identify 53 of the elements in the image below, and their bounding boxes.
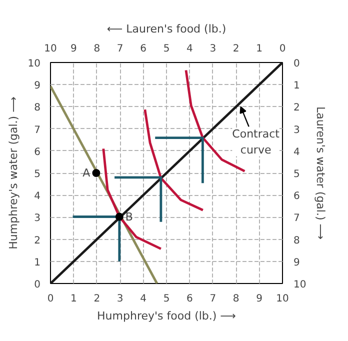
y2-tick-label: 8 xyxy=(294,235,300,246)
y-tick-label: 9 xyxy=(34,80,41,92)
x2-axis-title: ⟵ Lauren's food (lb.) xyxy=(106,22,226,36)
x-tick-label: 10 xyxy=(276,294,289,304)
x2-tick-label: 6 xyxy=(140,44,146,54)
x-tick-label: 5 xyxy=(163,294,170,304)
x-tick-label: 7 xyxy=(210,294,216,304)
y-tick-label: 3 xyxy=(34,213,41,224)
x-tick-label: 0 xyxy=(47,294,54,304)
annotation: B xyxy=(125,210,133,224)
x2-tick-label: 4 xyxy=(186,44,193,54)
x2-tick-label: 3 xyxy=(210,44,216,54)
x2-tick-label: 9 xyxy=(70,44,77,54)
y2-tick-label: 10 xyxy=(294,280,306,290)
x-tick-label: 9 xyxy=(256,294,262,304)
y2-tick-label: 0 xyxy=(294,58,300,70)
y-axis-title: Humphrey's water (gal.) ⟶ xyxy=(6,96,20,250)
annotation: Contract curve xyxy=(232,128,280,156)
y2-tick-label: 9 xyxy=(294,257,300,268)
y-tick-label: 0 xyxy=(34,280,41,290)
y2-tick-label: 3 xyxy=(294,124,300,136)
y2-tick-label: 7 xyxy=(294,213,300,224)
x2-tick-label: 0 xyxy=(279,44,286,54)
x2-tick-label: 5 xyxy=(163,44,170,54)
y-tick-label: 6 xyxy=(34,146,41,158)
x2-tick-label: 8 xyxy=(94,44,100,54)
x-tick-label: 3 xyxy=(116,294,124,304)
x2-tick-label: 2 xyxy=(232,44,240,54)
y-tick-label: 2 xyxy=(34,235,41,246)
y-tick-label: 5 xyxy=(34,169,41,180)
x-tick-label: 4 xyxy=(140,294,146,304)
x-axis-title: Humphrey's food (lb.) ⟶ xyxy=(97,310,236,322)
y2-tick-label: 4 xyxy=(294,146,300,158)
y2-tick-label: 2 xyxy=(294,102,300,114)
x2-tick-label: 10 xyxy=(44,44,57,54)
x-tick-label: 8 xyxy=(232,294,240,304)
x2-tick-label: 1 xyxy=(256,44,262,54)
annotation: A xyxy=(82,166,91,180)
y2-axis-title: Lauren's water (gal.) ⟶ xyxy=(314,106,328,240)
x-tick-label: 2 xyxy=(94,294,100,304)
line-series xyxy=(144,108,204,212)
y-tick-label: 7 xyxy=(34,124,41,136)
y-tick-label: 4 xyxy=(34,191,41,202)
y2-tick-label: 5 xyxy=(294,169,300,180)
y-tick-label: 1 xyxy=(34,257,41,268)
line-series xyxy=(102,147,162,250)
x2-tick-label: 7 xyxy=(116,44,124,54)
y2-tick-label: 1 xyxy=(294,80,300,92)
y-tick-label: 8 xyxy=(34,102,41,114)
y2-tick-label: 6 xyxy=(294,191,300,202)
x-tick-label: 1 xyxy=(70,294,77,304)
y-tick-label: 10 xyxy=(28,58,41,70)
x-tick-label: 6 xyxy=(186,294,193,304)
